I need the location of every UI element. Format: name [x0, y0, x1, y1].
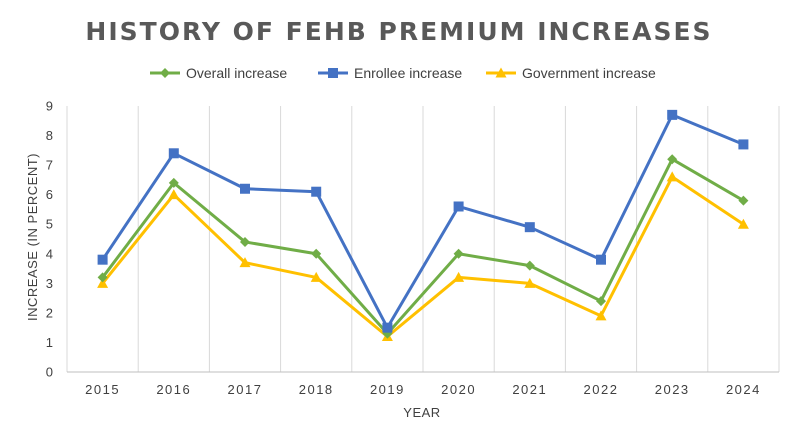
series-diamond — [97, 154, 749, 339]
y-tick-label: 0 — [46, 365, 53, 380]
data-point — [97, 277, 109, 288]
data-point — [666, 171, 678, 182]
data-point — [168, 148, 179, 159]
legend-marker — [160, 68, 170, 78]
data-point — [240, 236, 250, 247]
data-point — [240, 183, 250, 194]
y-tick-label: 8 — [46, 128, 53, 143]
data-point — [382, 322, 393, 333]
data-point — [738, 139, 749, 150]
data-point — [524, 260, 535, 271]
y-tick-label: 4 — [46, 246, 53, 261]
x-tick-label: 2024 — [726, 382, 761, 397]
legend-label: Overall increase — [186, 65, 287, 81]
series-lines — [97, 109, 749, 342]
x-tick-label: 2016 — [156, 382, 191, 397]
x-tick-labels: 2015 2016 2017 2018 2019 2020 2021 2022 2023 2024 — [85, 382, 761, 397]
data-point — [667, 154, 678, 165]
data-point — [97, 272, 108, 283]
x-tick-label: 2022 — [584, 382, 619, 397]
data-point — [453, 201, 464, 212]
data-point — [596, 254, 606, 265]
series-triangle — [97, 171, 749, 342]
chart-title: HISTORY OF FEHB PREMIUM INCREASES — [85, 17, 712, 46]
x-tick-label: 2023 — [655, 382, 690, 397]
data-point — [97, 254, 108, 265]
x-tick-label: 2017 — [228, 382, 263, 397]
data-point — [667, 109, 678, 120]
legend-label: Government increase — [522, 65, 656, 81]
y-axis-label: INCREASE (IN PERCENT) — [25, 153, 40, 321]
series-line — [101, 175, 745, 339]
data-point — [738, 195, 749, 206]
data-point — [524, 277, 536, 288]
legend-item: Enrollee increase — [318, 65, 462, 81]
x-tick-label: 2015 — [85, 382, 120, 397]
series-square — [97, 109, 749, 333]
x-tick-label: 2021 — [512, 382, 547, 397]
series-line — [101, 157, 745, 336]
y-tick-label: 3 — [46, 276, 53, 291]
x-tick-label: 2019 — [370, 382, 405, 397]
data-point — [737, 218, 749, 229]
y-tick-label: 1 — [46, 335, 53, 350]
data-point — [524, 222, 535, 233]
data-point — [310, 271, 322, 282]
y-tick-labels: 0 1 2 3 4 5 6 7 8 9 — [46, 99, 53, 380]
legend-item: Overall increase — [150, 65, 287, 81]
data-point — [311, 248, 322, 259]
data-point — [595, 310, 607, 321]
legend-marker — [495, 67, 507, 78]
y-tick-label: 5 — [46, 217, 53, 232]
data-point — [311, 186, 322, 197]
data-point — [239, 257, 251, 268]
data-point — [168, 177, 179, 188]
y-tick-label: 6 — [46, 187, 53, 202]
data-point — [453, 271, 465, 282]
data-point — [168, 189, 180, 200]
legend-label: Enrollee increase — [354, 65, 462, 81]
x-tick-label: 2020 — [441, 382, 476, 397]
data-point — [596, 296, 606, 307]
legend-marker — [328, 68, 338, 78]
series-line — [101, 113, 744, 330]
legend-item: Government increase — [486, 65, 656, 81]
y-tick-label: 7 — [46, 158, 53, 173]
x-axis-label: YEAR — [403, 405, 440, 420]
x-tick-label: 2018 — [299, 382, 334, 397]
legend: Overall increase Enrollee increase Governm… — [150, 65, 656, 81]
y-tick-label: 9 — [46, 99, 53, 114]
data-point — [453, 248, 464, 259]
gridlines — [66, 106, 780, 372]
y-tick-label: 2 — [46, 305, 53, 320]
